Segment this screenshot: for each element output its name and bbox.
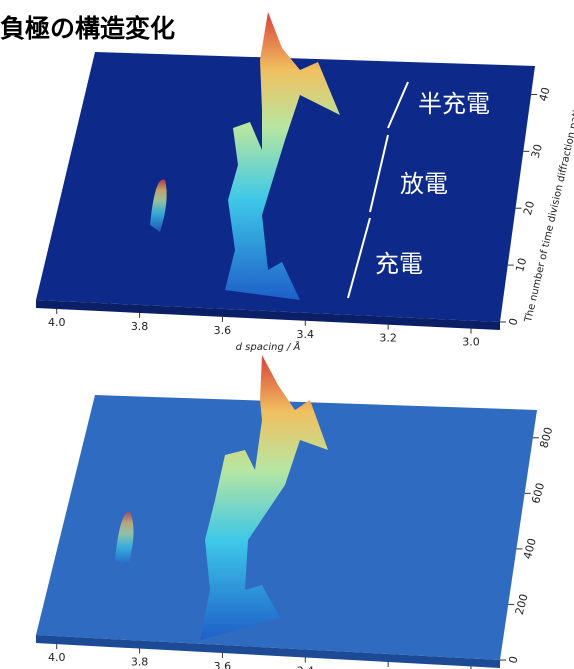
x-tick-label: 3.6 [214,660,232,669]
y-tick-label: 600 [529,481,547,505]
figure: 負極の構造変化 4.0 3.8 3.6 3.4 3.2 3.0 0 10 20 30 40 d spa… [0,0,574,669]
top-plot: 4.0 3.8 3.6 3.4 3.2 3.0 0 10 20 30 40 d spacing / Å… [36,12,574,353]
y-tick-label: 40 [537,86,553,103]
y-tick-label: 800 [537,426,555,450]
x-tick-label: 3.8 [131,656,149,669]
x-tick-label: 3.6 [214,324,232,337]
y-tick-label: 10 [513,257,529,274]
x-tick-label: 3.4 [297,328,315,341]
annotation: 放電 [400,170,448,198]
annotation: 半充電 [418,90,490,118]
x-tick-label: 4.0 [48,316,66,329]
annotation: 充電 [375,250,423,278]
y-tick-label: 400 [521,537,539,561]
x-axis-label: d spacing / Å [236,340,301,353]
bottom-plot: 4.03.83.63.43.23.00200400600800 [36,355,555,669]
x-tick-label: 4.0 [48,651,66,664]
y-tick-label: 0 [506,655,520,665]
x-tick-label: 3.2 [379,332,397,345]
x-tick-label: 3.4 [297,665,315,669]
figure-title: 負極の構造変化 [0,14,175,43]
x-tick-label: 3.0 [462,336,480,349]
y-tick-label: 20 [521,200,537,217]
y-tick-label: 0 [506,317,520,327]
y-tick-label: 30 [529,143,545,160]
x-tick-label: 3.8 [131,320,149,333]
y-tick-label: 200 [513,592,531,616]
